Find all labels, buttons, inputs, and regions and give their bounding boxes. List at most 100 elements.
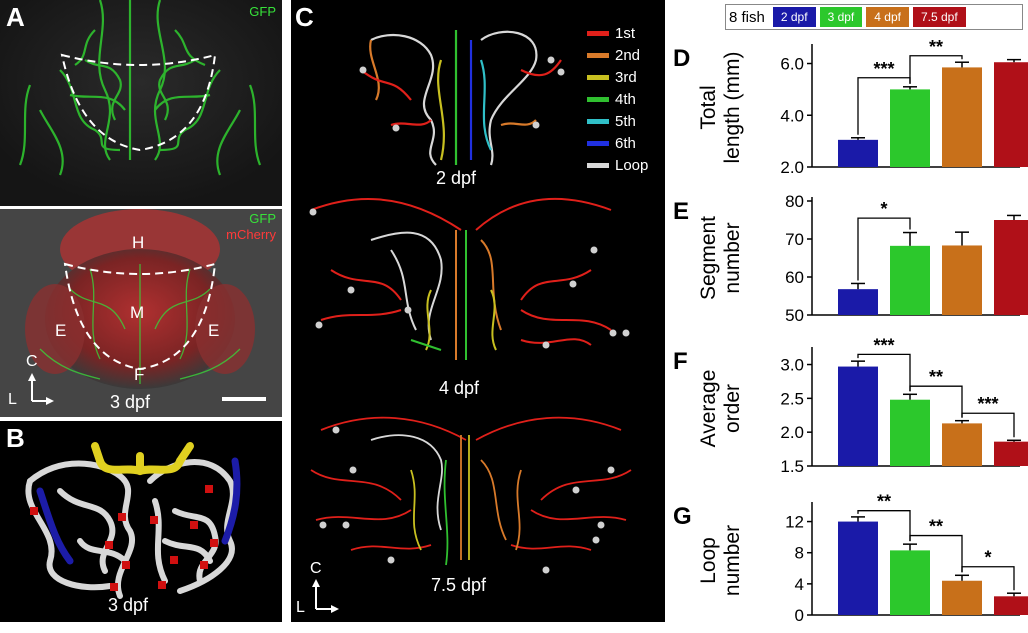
y-tick-label: 4 — [795, 575, 804, 594]
order-legend: 1st 2nd 3rd 4th 5th 6th Loop — [587, 22, 665, 176]
channel-label: GFP — [249, 4, 276, 19]
y-tick-label: 70 — [785, 230, 804, 249]
y-axis-label: Total — [697, 85, 720, 129]
legend-swatch — [587, 118, 609, 124]
y-tick-label: 80 — [785, 192, 804, 211]
stage-label: 2 dpf — [436, 168, 477, 188]
region-f: F — [134, 365, 145, 384]
panel-letter: D — [673, 45, 690, 72]
panel-a-top: A GFP — [0, 0, 282, 206]
legend-item: 4th — [587, 88, 665, 110]
y-tick-label: 50 — [785, 306, 804, 325]
y-axis-label: Loop — [697, 537, 720, 584]
bar — [942, 580, 982, 615]
significance-stars: ** — [929, 37, 943, 57]
bar — [994, 441, 1028, 466]
group-legend: 8 fish 2 dpf 3 dpf 4 dpf 7.5 dpf — [725, 4, 1023, 30]
panel-letter: B — [6, 423, 25, 453]
axis-l: L — [8, 391, 17, 408]
legend-label: Loop — [615, 156, 649, 174]
y-axis-label: Segment — [697, 216, 720, 300]
fish-count: 8 fish — [729, 8, 765, 26]
legend-group-7-5dpf: 7.5 dpf — [912, 7, 966, 27]
y-tick-label: 2.0 — [780, 158, 804, 177]
significance-stars: * — [880, 199, 887, 219]
significance-stars: ** — [929, 367, 943, 387]
significance-bracket — [857, 217, 911, 281]
legend-group-4dpf: 4 dpf — [866, 7, 909, 27]
legend-label: 4th — [615, 90, 636, 108]
axis-c: C — [26, 353, 38, 370]
legend-item: 6th — [587, 132, 665, 154]
legend-item: Loop — [587, 154, 665, 176]
legend-label: 5th — [615, 112, 636, 130]
significance-stars: * — [984, 548, 991, 568]
y-tick-label: 2.5 — [780, 389, 804, 408]
significance-bracket — [909, 55, 963, 84]
significance-bracket — [909, 534, 963, 573]
y-tick-label: 6.0 — [780, 55, 804, 74]
y-axis-label: number — [721, 222, 744, 293]
significance-stars: *** — [873, 59, 894, 79]
significance-bracket — [857, 353, 911, 392]
panel-b: B 3 dpf — [0, 421, 282, 622]
y-tick-label: 8 — [795, 544, 804, 563]
y-axis-label: number — [721, 525, 744, 596]
y-tick-label: 3.0 — [780, 356, 804, 375]
axis-c: C — [310, 560, 322, 577]
legend-label: 1st — [615, 24, 636, 42]
y-tick-label: 12 — [785, 513, 804, 532]
panel-letter: A — [6, 2, 25, 32]
panel-letter: F — [673, 348, 688, 375]
panel-letter: E — [673, 198, 689, 225]
axis-l: L — [296, 599, 305, 616]
bar — [942, 245, 982, 315]
significance-stars: *** — [977, 394, 998, 414]
bar — [942, 67, 982, 167]
region-h: H — [132, 233, 145, 252]
significance-stars: ** — [929, 517, 943, 537]
legend-item: 3rd — [587, 66, 665, 88]
gfp-mcherry-image — [0, 209, 282, 417]
panel-c: C 1st 2nd 3rd 4th 5th 6th Loop 2 dpf 4 d… — [291, 0, 665, 622]
legend-item: 2nd — [587, 44, 665, 66]
y-axis-label: order — [721, 384, 744, 433]
legend-label: 2nd — [615, 46, 641, 64]
bar — [890, 245, 930, 315]
vessel-tracing-image — [309, 30, 632, 613]
region-m: M — [130, 303, 145, 322]
y-tick-label: 1.5 — [780, 457, 804, 476]
legend-swatch — [587, 162, 609, 168]
y-tick-label: 60 — [785, 268, 804, 287]
channel-label-mcherry: mCherry — [226, 227, 276, 242]
y-tick-label: 0 — [795, 606, 804, 625]
panel-letter: C — [295, 2, 314, 32]
panel-letter: G — [673, 503, 692, 530]
legend-swatch — [587, 96, 609, 102]
bar — [890, 550, 930, 615]
bar — [942, 423, 982, 466]
region-e-right: E — [208, 321, 220, 340]
y-tick-label: 4.0 — [780, 106, 804, 125]
y-tick-label: 2.0 — [780, 423, 804, 442]
legend-swatch — [587, 140, 609, 146]
bar — [994, 62, 1028, 168]
bar — [890, 89, 930, 167]
significance-stars: *** — [873, 335, 894, 355]
stage-label: 3 dpf — [108, 595, 149, 615]
panel-a-bottom: GFP mCherry H M E E F C L 3 dpf — [0, 209, 282, 417]
legend-group-2dpf: 2 dpf — [772, 7, 816, 27]
legend-item: 1st — [587, 22, 665, 44]
legend-swatch — [587, 74, 609, 80]
bar — [994, 220, 1028, 315]
bar — [838, 366, 878, 466]
y-axis-label: length (mm) — [721, 51, 744, 163]
significance-bracket — [909, 385, 963, 418]
legend-group-3dpf: 3 dpf — [819, 7, 863, 27]
vessel-3d-render — [25, 442, 241, 599]
stage-label: 7.5 dpf — [431, 575, 487, 595]
region-e-left: E — [55, 321, 67, 340]
gfp-vessel-image — [0, 0, 282, 206]
bar — [838, 289, 878, 315]
